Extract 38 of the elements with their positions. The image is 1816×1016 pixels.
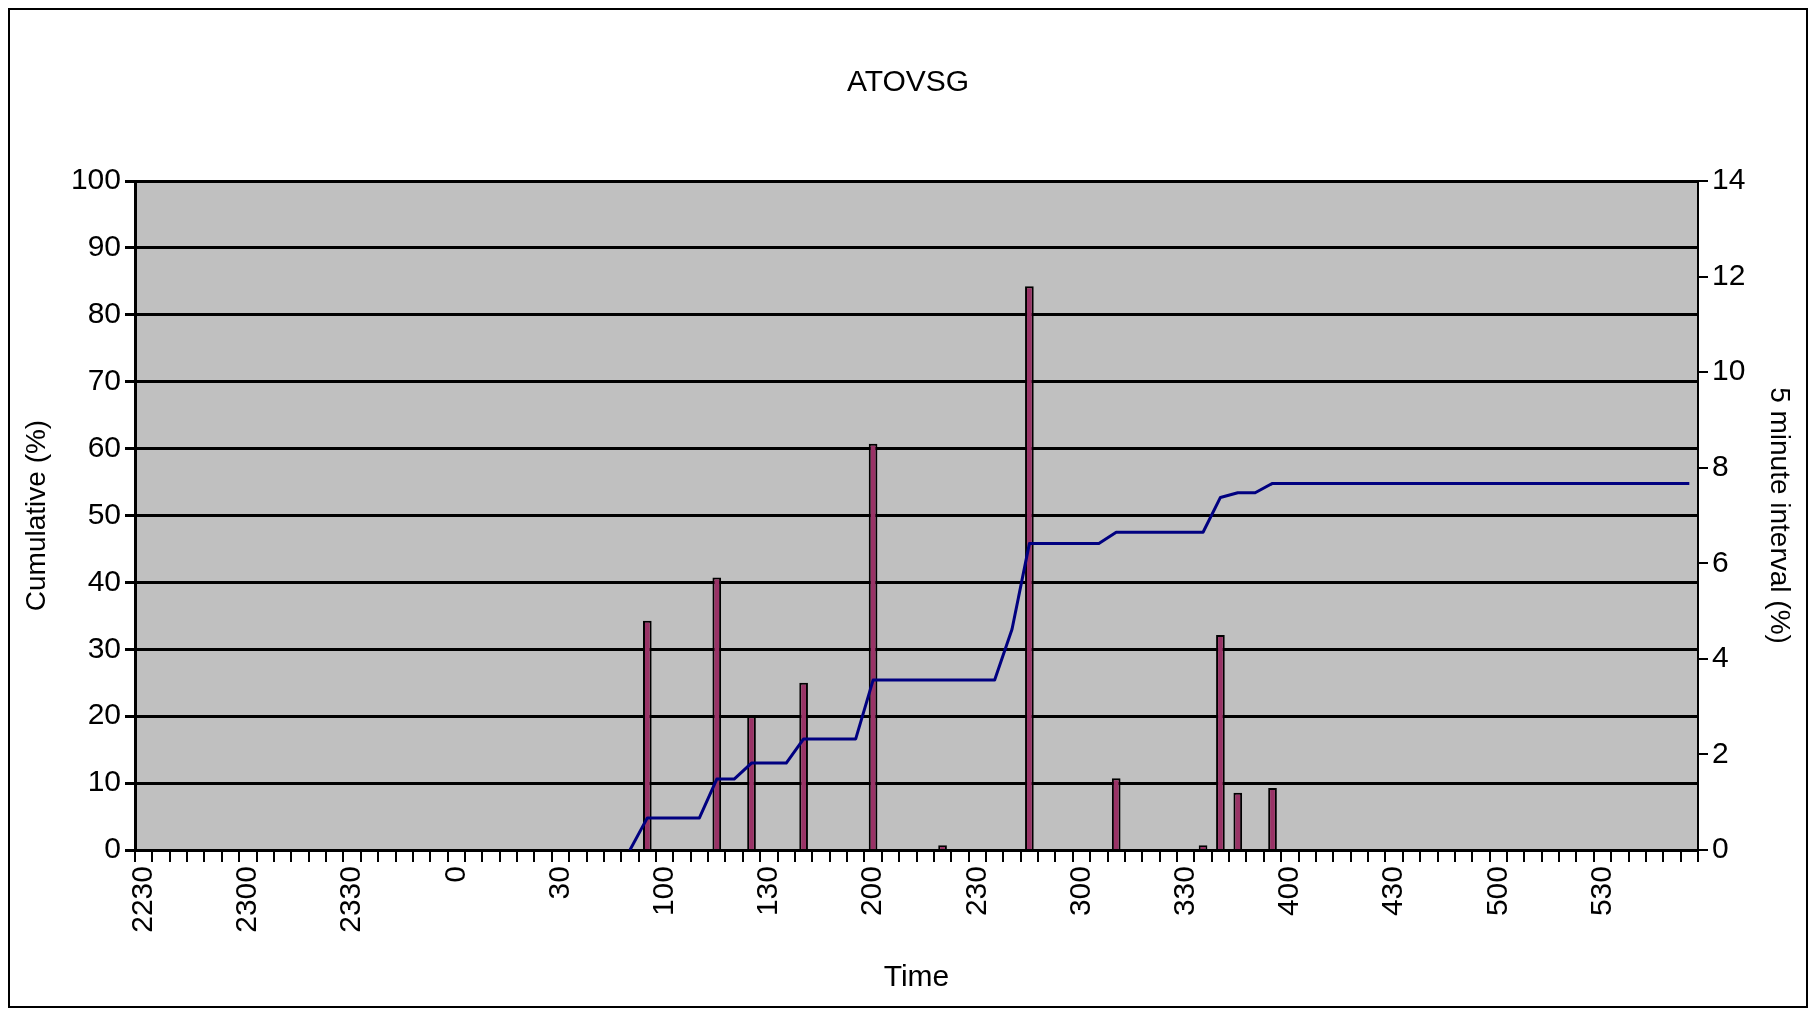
x-tick-label: 330 [1166, 866, 1200, 917]
y2-tick-label: 2 [1712, 735, 1729, 769]
chart-title: ATOVSG [846, 64, 970, 98]
x-axis-title: Time [883, 959, 950, 993]
x-tick-label: 530 [1583, 866, 1617, 917]
y2-axis-title: 5 minute interval (%) [1765, 387, 1797, 644]
y2-tick-label: 8 [1712, 448, 1729, 482]
x-tick-label: 200 [854, 866, 888, 917]
x-tick-label: 0 [437, 866, 471, 883]
y-tick-label: 60 [87, 429, 121, 463]
x-tick-label: 100 [645, 866, 679, 917]
y-tick-label: 20 [87, 697, 121, 731]
x-tick-label: 2300 [229, 866, 263, 933]
y2-tick-label: 0 [1712, 831, 1729, 865]
y2-tick-label: 4 [1712, 640, 1729, 674]
x-tick-label: 500 [1479, 866, 1513, 917]
y2-tick-label: 14 [1712, 162, 1746, 196]
y-tick-label: 0 [104, 831, 121, 865]
y2-tick-label: 6 [1712, 544, 1729, 578]
y-tick-label: 30 [87, 630, 121, 664]
x-tick-label: 430 [1375, 866, 1409, 917]
x-tick-label: 300 [1062, 866, 1096, 917]
y-tick-label: 100 [70, 162, 121, 196]
y-tick-label: 70 [87, 362, 121, 396]
x-tick-label: 400 [1271, 866, 1305, 917]
y-tick-label: 50 [87, 496, 121, 530]
x-tick-label: 2230 [124, 866, 158, 933]
x-tick-label: 130 [750, 866, 784, 917]
y-tick-label: 90 [87, 229, 121, 263]
y-axis-title: Cumulative (%) [19, 419, 51, 612]
y-tick-label: 80 [87, 296, 121, 330]
x-tick-label: 30 [541, 866, 575, 900]
y-tick-label: 40 [87, 563, 121, 597]
x-tick-label: 230 [958, 866, 992, 917]
y-tick-label: 10 [87, 764, 121, 798]
y2-tick-label: 12 [1712, 257, 1746, 291]
x-tick-label: 2330 [333, 866, 367, 933]
y2-tick-label: 10 [1712, 353, 1746, 387]
